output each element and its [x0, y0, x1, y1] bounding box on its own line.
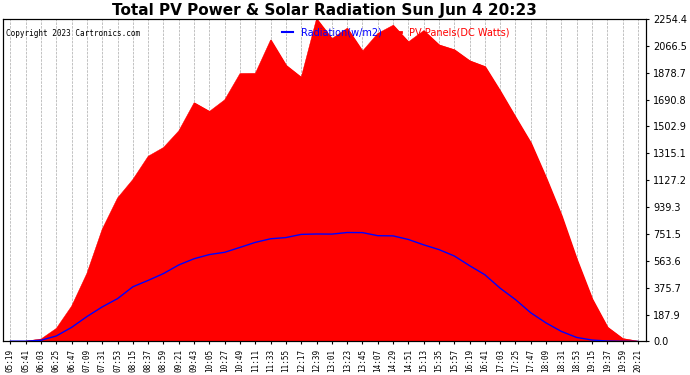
Legend: Radiation(w/m2), PV Panels(DC Watts): Radiation(w/m2), PV Panels(DC Watts)	[277, 24, 513, 42]
Text: Copyright 2023 Cartronics.com: Copyright 2023 Cartronics.com	[6, 28, 140, 38]
Title: Total PV Power & Solar Radiation Sun Jun 4 20:23: Total PV Power & Solar Radiation Sun Jun…	[112, 3, 537, 18]
